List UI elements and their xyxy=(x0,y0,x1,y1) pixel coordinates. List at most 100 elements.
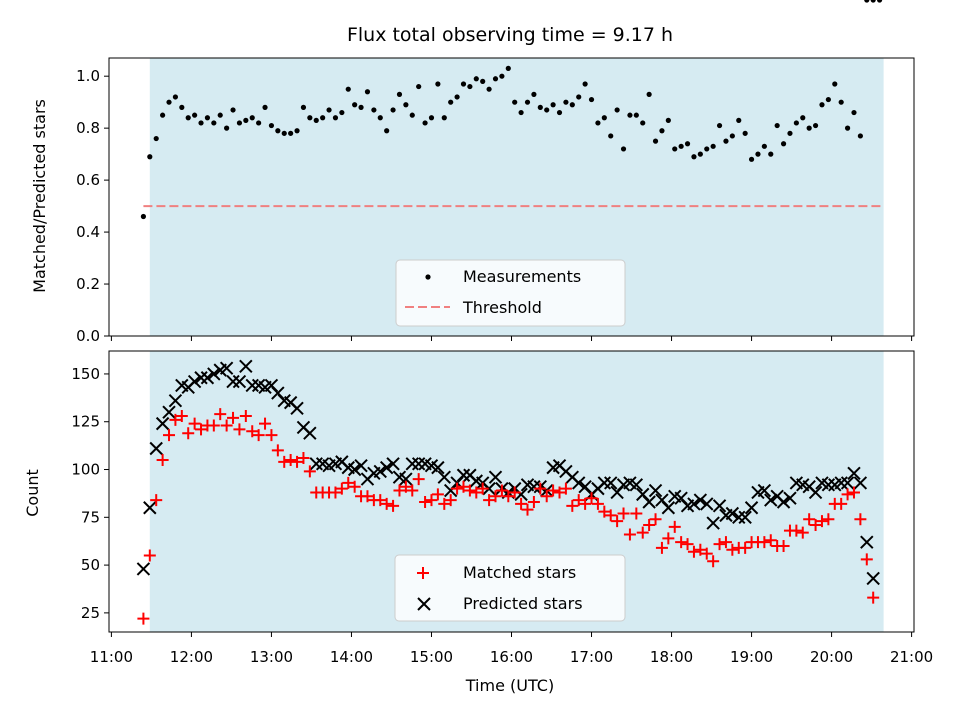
top-y-tick-label: 1.0 xyxy=(76,67,100,85)
measurement-point xyxy=(211,120,217,126)
x-tick-label: 16:00 xyxy=(490,648,533,666)
measurement-point xyxy=(172,94,179,100)
predicted-star-point xyxy=(648,483,663,498)
measurement-point xyxy=(288,130,294,136)
matched-star-point xyxy=(675,536,688,549)
measurement-point xyxy=(416,83,422,90)
matched-star-point xyxy=(291,455,304,468)
matched-star-point xyxy=(393,484,406,497)
x-tick-label: 11:00 xyxy=(90,648,133,666)
predicted-star-point xyxy=(245,378,259,393)
measurement-point xyxy=(307,115,313,121)
measurement-point xyxy=(505,65,511,71)
matched-star-point xyxy=(867,591,880,604)
measurement-point xyxy=(364,89,371,95)
predicted-star-point xyxy=(732,510,746,525)
predicted-star-point xyxy=(347,462,362,477)
matched-star-point xyxy=(361,490,374,503)
measurement-point xyxy=(864,0,870,3)
matched-star-point xyxy=(707,555,720,568)
legend-measurements-marker xyxy=(425,274,431,280)
measurement-point xyxy=(627,112,633,118)
measurement-point xyxy=(460,81,467,87)
measurement-point xyxy=(300,104,307,110)
measurement-point xyxy=(704,146,710,152)
matched-star-point xyxy=(579,497,592,510)
legend-predicted-label: Predicted stars xyxy=(463,594,583,613)
predicted-star-point xyxy=(373,464,387,479)
measurement-point xyxy=(550,102,556,108)
measurement-point xyxy=(512,99,518,105)
matched-star-point xyxy=(374,494,387,507)
top-y-tick-label: 0.4 xyxy=(76,223,100,241)
bottom-y-axis-label: Count xyxy=(23,469,42,517)
matched-star-point xyxy=(508,486,521,499)
measurement-point xyxy=(832,81,838,87)
predicted-star-point xyxy=(572,476,586,490)
predicted-star-point xyxy=(776,495,791,509)
measurement-point xyxy=(249,115,255,121)
measurement-point xyxy=(192,112,198,118)
measurement-point xyxy=(268,122,275,129)
x-tick-label: 18:00 xyxy=(650,648,693,666)
matched-star-point xyxy=(182,427,195,440)
matched-star-point xyxy=(137,612,150,625)
predicted-star-point xyxy=(712,499,727,513)
predicted-star-point xyxy=(661,501,676,515)
measurement-point xyxy=(729,133,735,139)
measurement-point xyxy=(793,120,799,126)
predicted-star-point xyxy=(604,476,618,490)
matched-star-point xyxy=(495,484,508,497)
top-y-tick-label: 0.6 xyxy=(76,171,100,189)
bottom-y-tick-label: 150 xyxy=(71,365,100,383)
measurement-point xyxy=(486,86,492,92)
measurement-point xyxy=(774,122,780,129)
matched-star-point xyxy=(329,486,342,499)
measurement-point xyxy=(819,102,825,108)
measurement-point xyxy=(396,91,403,97)
matched-star-point xyxy=(412,473,425,486)
measurement-point xyxy=(544,107,550,113)
predicted-star-point xyxy=(232,374,247,389)
measurement-point xyxy=(217,112,223,118)
matched-star-point xyxy=(687,545,700,558)
matched-star-point xyxy=(739,541,752,554)
top-legend-box xyxy=(395,259,626,327)
measurement-point xyxy=(742,130,748,136)
measurement-point xyxy=(448,99,454,105)
matched-star-point xyxy=(463,484,476,497)
measurement-point xyxy=(313,117,319,123)
predicted-star-point xyxy=(456,468,471,482)
predicted-star-point xyxy=(437,470,451,484)
matched-star-point xyxy=(188,417,201,430)
matched-star-point xyxy=(175,409,188,422)
matched-star-point xyxy=(623,528,636,541)
measurement-point xyxy=(384,128,390,134)
predicted-star-point xyxy=(200,371,215,385)
predicted-star-point xyxy=(744,501,759,515)
matched-star-point xyxy=(630,507,643,520)
measurement-point xyxy=(179,104,185,110)
x-axis-label: Time (UTC) xyxy=(465,676,554,695)
matched-star-point xyxy=(847,486,860,499)
measurement-point xyxy=(345,86,351,92)
x-tick-label: 19:00 xyxy=(730,648,773,666)
measurement-point xyxy=(326,107,332,113)
predicted-star-point xyxy=(386,457,400,471)
matched-star-point xyxy=(387,499,400,512)
matched-star-point xyxy=(278,455,291,468)
predicted-star-point xyxy=(399,472,413,486)
measurement-point xyxy=(870,0,876,3)
measurement-point xyxy=(576,94,582,100)
predicted-star-point xyxy=(431,460,445,475)
matched-star-point xyxy=(335,482,348,495)
measurement-point xyxy=(518,109,524,116)
measurement-point xyxy=(332,115,339,121)
matched-star-point xyxy=(143,549,156,562)
matched-star-point xyxy=(662,532,675,545)
matched-star-point xyxy=(758,536,771,549)
measurement-point xyxy=(492,76,499,82)
measurement-point xyxy=(640,120,646,126)
bottom-y-tick-label: 125 xyxy=(71,413,100,431)
matched-star-point xyxy=(220,419,233,432)
